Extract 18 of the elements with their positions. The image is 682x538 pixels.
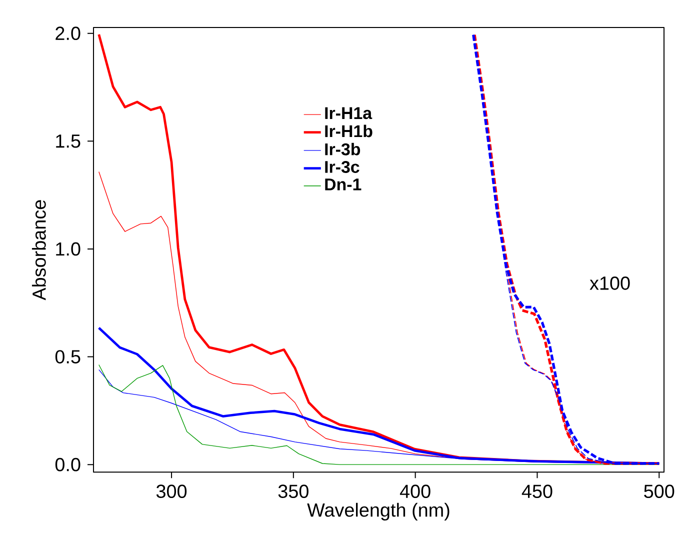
legend-label: Ir-H1a	[325, 107, 372, 120]
x-tick-label: 400	[400, 484, 430, 498]
y-tick-label: 1.5	[56, 134, 80, 148]
y-axis-title: Absorbance	[32, 200, 46, 300]
annotation: x100	[590, 276, 630, 290]
x-axis-title: Wavelength (nm)	[307, 502, 450, 520]
legend-label: Dn-1	[325, 178, 362, 190]
y-tick-label: 0.0	[55, 458, 80, 472]
x-tick-label: 300	[156, 484, 187, 498]
legend-label: Ir-3b	[325, 142, 360, 156]
x-tick-label: 500	[644, 484, 674, 498]
x-tick-label: 350	[278, 484, 308, 498]
legend-label: Ir-3c	[325, 160, 360, 173]
x-tick-label: 450	[522, 484, 552, 498]
y-tick-label: 1.0	[56, 242, 80, 256]
legend-label: Ir-H1b	[325, 124, 372, 138]
y-tick-label: 0.5	[55, 350, 80, 364]
y-tick-label: 2.0	[56, 26, 80, 40]
